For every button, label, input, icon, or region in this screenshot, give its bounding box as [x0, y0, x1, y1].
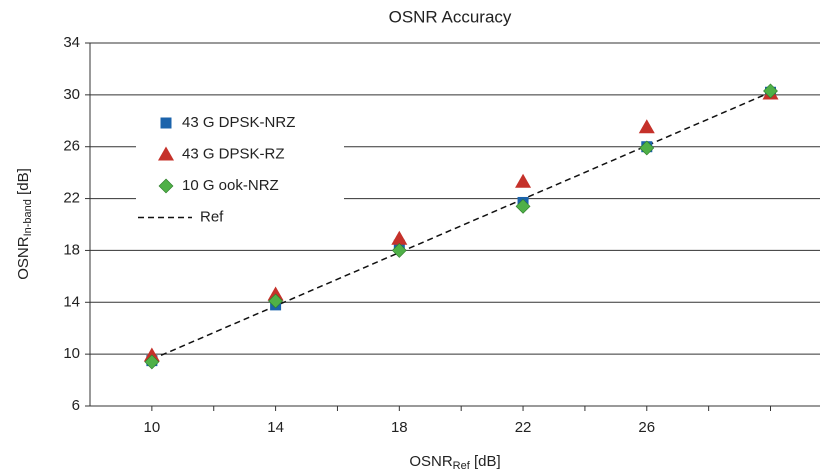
x-tick-label: 22 — [515, 419, 532, 436]
x-tick-label: 18 — [391, 419, 408, 436]
x-axis-label: OSNRRef [dB] — [409, 453, 500, 472]
diamond-marker — [391, 243, 407, 258]
y-tick-label: 10 — [63, 345, 80, 362]
legend-label: Ref — [200, 208, 224, 225]
triangle-marker — [638, 119, 655, 134]
x-tick-label: 14 — [267, 419, 284, 436]
diamond-marker — [639, 140, 655, 156]
ref-line — [151, 91, 771, 361]
triangle-marker — [515, 173, 532, 188]
y-tick-label: 22 — [63, 190, 80, 207]
legend: 43 G DPSK-NRZ 43 G DPSK-RZ 10 G ook-NRZ Ref — [136, 105, 344, 231]
triangle-marker — [267, 286, 284, 301]
y-tick-label: 26 — [63, 138, 80, 155]
diamond-marker — [268, 293, 284, 309]
diamond-marker — [515, 198, 531, 214]
triangle-marker — [391, 230, 408, 245]
chart-title: OSNR Accuracy — [389, 7, 512, 26]
y-tick-label: 30 — [63, 86, 80, 103]
diamond-marker — [158, 178, 174, 194]
y-tick-label: 14 — [63, 293, 80, 310]
square-marker — [160, 117, 172, 129]
diamond-marker — [144, 354, 160, 370]
triangle-marker — [158, 146, 174, 161]
diamond-marker — [763, 83, 778, 99]
legend-label: 10 G ook-NRZ — [182, 177, 279, 194]
x-label-main: OSNR — [409, 453, 453, 470]
y-axis-label: OSNRIn-band [dB] — [15, 168, 34, 280]
legend-label: 43 G DPSK-NRZ — [182, 114, 295, 131]
y-tick-label: 6 — [72, 397, 80, 414]
y-tick-label: 34 — [63, 34, 80, 51]
x-tick-label: 26 — [638, 419, 655, 436]
triangle-marker — [143, 347, 160, 362]
x-label-unit: [dB] — [470, 453, 501, 470]
y-label-unit: [dB] — [15, 168, 32, 199]
legend-label: 43 G DPSK-RZ — [182, 145, 285, 162]
y-label-main: OSNR — [15, 236, 32, 280]
x-label-sub: Ref — [453, 460, 471, 472]
y-label-sub: In-band — [22, 199, 34, 236]
x-tick-label: 10 — [144, 419, 161, 436]
y-tick-label: 18 — [63, 241, 80, 258]
